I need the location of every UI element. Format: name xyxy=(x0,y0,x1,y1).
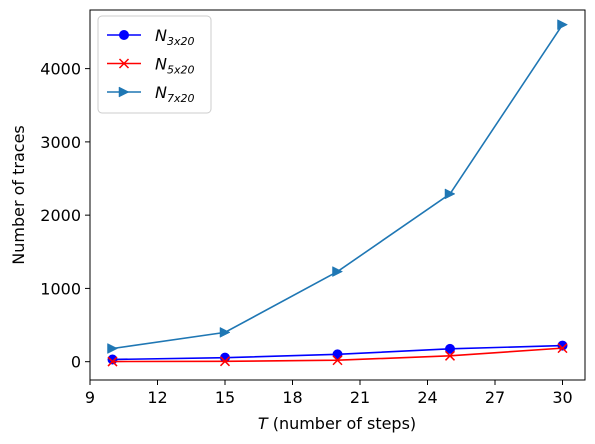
legend-entry: N5x20 xyxy=(107,55,194,77)
x-axis-label-text: (number of steps) xyxy=(268,414,417,433)
series-5x20 xyxy=(107,343,568,367)
legend-box xyxy=(97,15,212,114)
data-point xyxy=(557,343,568,354)
data-point xyxy=(107,354,118,365)
series-7x20 xyxy=(107,19,569,354)
y-tick-label: 3000 xyxy=(40,133,81,152)
y-tick-label: 2000 xyxy=(40,206,81,225)
data-point xyxy=(219,326,231,338)
x-axis-label: T (number of steps) xyxy=(258,414,416,433)
legend-label-main: N xyxy=(155,55,167,74)
legend-label-main: N xyxy=(155,26,167,45)
y-tick-label: 4000 xyxy=(40,60,81,79)
axes-frame xyxy=(89,9,586,381)
legend-label-sub: 7x20 xyxy=(167,92,195,105)
data-point xyxy=(444,188,456,200)
data-point xyxy=(107,356,118,367)
y-axis-label: Number of traces xyxy=(9,125,28,265)
x-tick-label: 12 xyxy=(147,388,167,407)
legend-entry: N7x20 xyxy=(107,83,194,105)
x-tick-label: 27 xyxy=(485,388,505,407)
y-tick-label: 1000 xyxy=(40,279,81,298)
data-point xyxy=(332,355,343,366)
x-tick-label: 24 xyxy=(417,388,437,407)
legend-label: N3x20 xyxy=(155,26,194,48)
data-point xyxy=(557,19,569,31)
y-tick-label: 0 xyxy=(71,353,81,372)
legend-label-sub: 3x20 xyxy=(167,35,195,48)
data-point xyxy=(332,349,343,360)
legend-label-sub: 5x20 xyxy=(167,64,195,77)
x-tick-label: 9 xyxy=(85,388,95,407)
x-tick-label: 15 xyxy=(215,388,235,407)
x-tick-label: 30 xyxy=(552,388,572,407)
legend-swatch-marker xyxy=(118,86,130,98)
legend-label-main: N xyxy=(155,83,167,102)
legend-swatch-marker xyxy=(118,58,130,69)
data-point xyxy=(444,350,456,361)
legend-label: N7x20 xyxy=(155,83,194,105)
data-point xyxy=(107,343,119,354)
legend-label: N5x20 xyxy=(155,55,194,77)
x-tick-label: 18 xyxy=(282,388,302,407)
data-point xyxy=(445,343,455,354)
data-point xyxy=(219,356,231,367)
legend-swatch-marker xyxy=(119,30,129,40)
legend-entry: N3x20 xyxy=(107,26,194,48)
data-point xyxy=(332,266,344,277)
x-axis-label-variable: T xyxy=(258,414,269,433)
x-tick-label: 21 xyxy=(350,388,370,407)
